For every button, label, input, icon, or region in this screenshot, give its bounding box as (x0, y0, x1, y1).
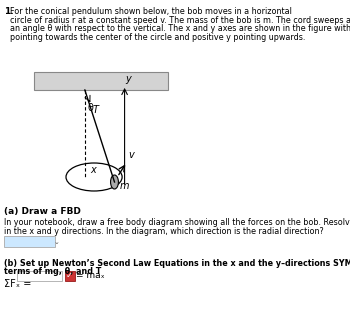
Text: circle of radius r at a constant speed v. The mass of the bob is m. The cord swe: circle of radius r at a constant speed v… (10, 16, 350, 25)
Text: (b) Set up Newton’s Second Law Equations in the x and the y–directions SYMBOLICA: (b) Set up Newton’s Second Law Equations… (5, 259, 350, 268)
Circle shape (111, 175, 118, 189)
Text: ΣFₓ =: ΣFₓ = (5, 279, 32, 289)
Text: terms of mg, θ, and T: terms of mg, θ, and T (5, 268, 102, 277)
FancyBboxPatch shape (17, 271, 62, 281)
Text: x: x (90, 165, 96, 175)
Text: 1.: 1. (5, 7, 14, 16)
Text: pointing towards the center of the circle and positive y pointing upwards.: pointing towards the center of the circl… (10, 33, 306, 42)
Text: y: y (126, 74, 132, 84)
Text: in the x and y directions. In the diagram, which direction is the radial directi: in the x and y directions. In the diagra… (5, 226, 324, 235)
Text: ⌄: ⌄ (54, 239, 60, 245)
Text: v: v (128, 150, 134, 160)
Text: (a) Draw a FBD: (a) Draw a FBD (5, 207, 81, 216)
Bar (34, 72, 168, 90)
FancyBboxPatch shape (64, 271, 75, 281)
Text: T: T (93, 105, 99, 115)
Text: In your notebook, draw a free body diagram showing all the forces on the bob. Re: In your notebook, draw a free body diagr… (5, 218, 350, 227)
Text: = maₓ: = maₓ (76, 272, 104, 281)
Text: For the conical pendulum shown below, the bob moves in a horizontal: For the conical pendulum shown below, th… (10, 7, 292, 16)
FancyBboxPatch shape (5, 236, 55, 247)
Text: θ: θ (87, 103, 93, 113)
Text: an angle θ with respect to the vertical. The x and y axes are shown in the figur: an angle θ with respect to the vertical.… (10, 24, 350, 33)
Text: ✓: ✓ (66, 271, 73, 280)
Text: m: m (120, 181, 129, 191)
